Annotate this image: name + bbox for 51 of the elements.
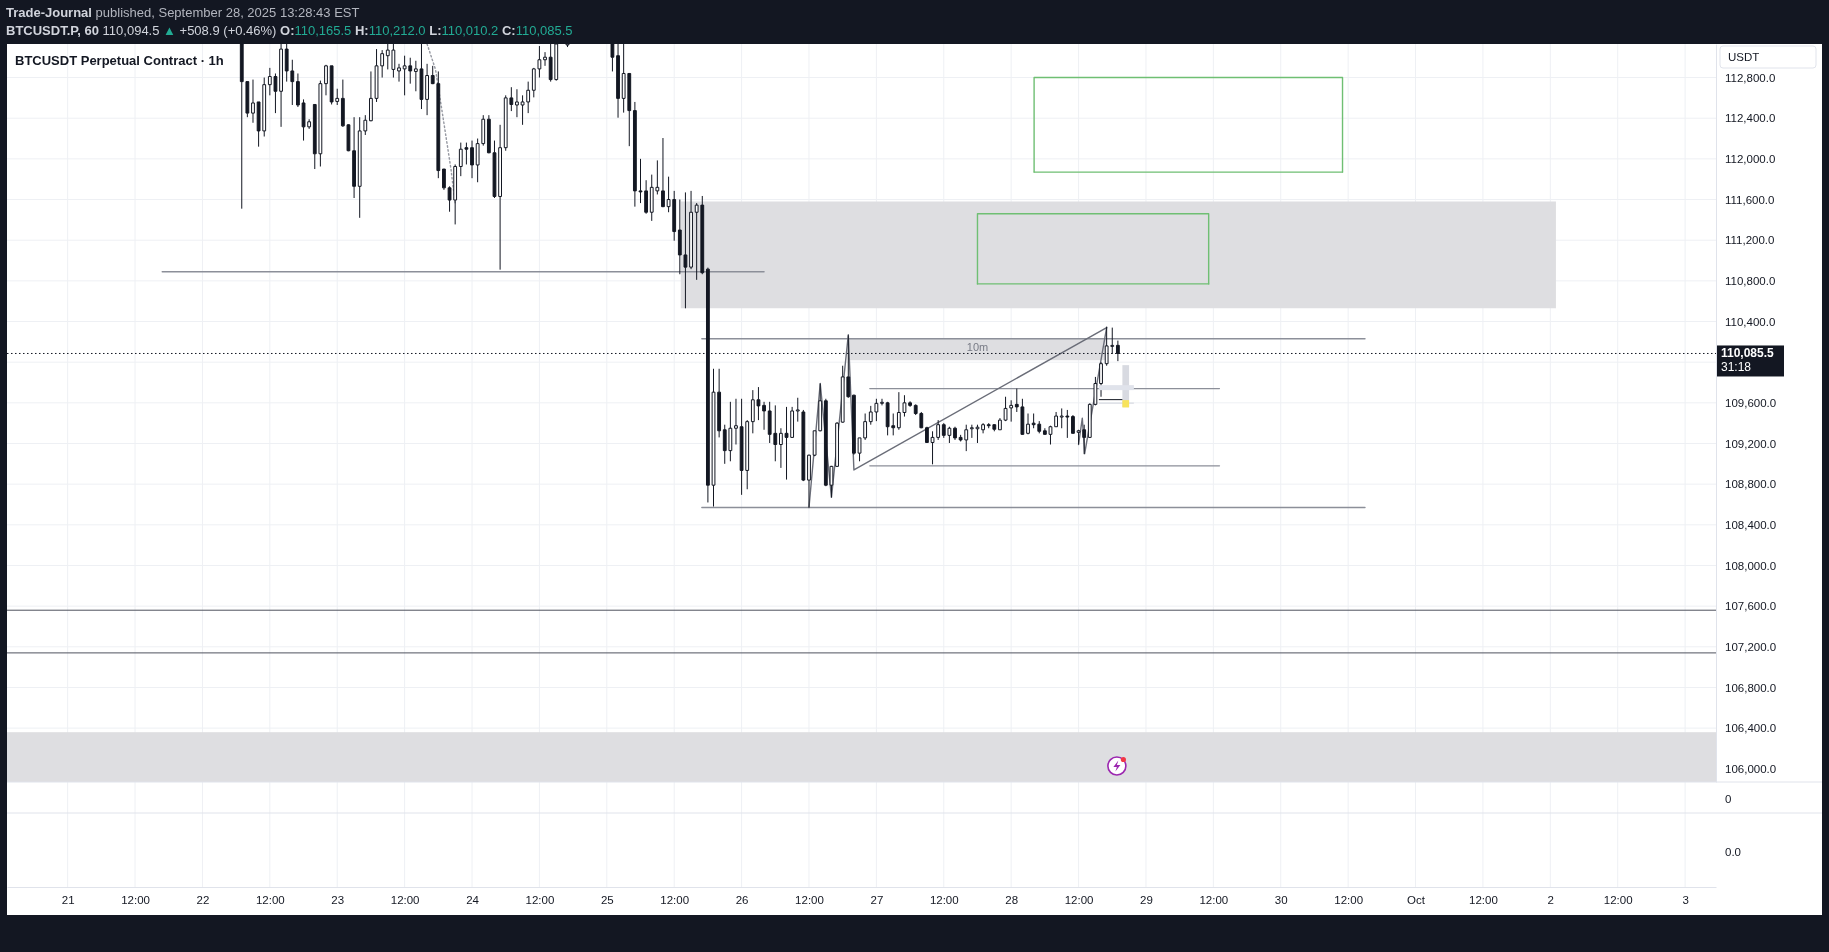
x-tick-label: 12:00 [1334, 894, 1364, 907]
y-tick-label: 106,800.0 [1725, 681, 1777, 694]
x-tick-label: Oct [1407, 894, 1426, 907]
y-tick-label: 106,400.0 [1725, 722, 1777, 735]
x-tick-label: 12:00 [795, 894, 824, 907]
x-tick-label: 28 [1005, 894, 1019, 907]
x-tick-label: 24 [466, 894, 480, 907]
x-tick-label: 12:00 [1603, 894, 1633, 907]
y-tick-label: 112,000.0 [1725, 153, 1776, 166]
y-tick-label: 111,600.0 [1725, 193, 1775, 206]
x-tick-label: 22 [196, 894, 210, 907]
x-tick-label: 12:00 [525, 894, 555, 907]
x-tick-label: 25 [600, 894, 614, 907]
y-tick-label: 106,000.0 [1725, 762, 1777, 775]
text: 0.0 [1725, 845, 1741, 858]
x-tick-label: 30 [1274, 894, 1288, 907]
x-tick-label: 26 [735, 894, 749, 907]
x-tick-label: 2 [1547, 894, 1555, 907]
text: 0 [1725, 793, 1732, 806]
text: Trade-Journal published, September 28, 2025 13:28:43 EST [6, 5, 360, 20]
x-tick-label: 12:00 [1469, 894, 1498, 907]
x-tick-label: 12:00 [1064, 894, 1094, 907]
x-tick-label: 21 [61, 894, 75, 907]
y-tick-label: 107,600.0 [1725, 600, 1777, 613]
y-tick-label: 108,000.0 [1725, 559, 1777, 572]
x-tick-label: 29 [1140, 894, 1153, 907]
x-tick-label: 12:00 [1199, 894, 1229, 907]
y-tick-label: 110,800.0 [1725, 275, 1776, 288]
annotation: 10m [966, 340, 989, 353]
x-tick-label: 12:00 [929, 894, 959, 907]
y-tick-label: 108,800.0 [1725, 478, 1777, 491]
text: 31:18 [1721, 360, 1752, 375]
x-tick-label: 12:00 [121, 894, 150, 907]
text: BTCUSDT.P, 60 110,094.5 ▲ +508.9 (+0.46%) O:110,165.5 H:110,212.0 L:110,010.2 C:110,085.5 [6, 23, 573, 38]
x-tick-label: 12:00 [660, 894, 690, 907]
y-tick-label: 109,200.0 [1725, 437, 1777, 450]
y-tick-label: 110,400.0 [1725, 315, 1776, 328]
y-tick-label: 112,800.0 [1725, 71, 1776, 84]
y-tick-label: 108,400.0 [1725, 519, 1777, 531]
text: BTCUSDT Perpetual Contract · 1h [15, 53, 224, 68]
ref-line-label: 110,085.5 [1721, 346, 1775, 361]
y-tick-label: 107,200.0 [1725, 640, 1777, 653]
y-axis-title: USDT [1728, 51, 1760, 63]
y-tick-label: 112,400.0 [1725, 112, 1776, 125]
x-tick-label: 3 [1682, 894, 1689, 907]
x-tick-label: 27 [870, 894, 884, 907]
x-tick-label: 23 [331, 894, 345, 907]
x-tick-label: 12:00 [255, 894, 285, 907]
y-tick-label: 109,600.0 [1725, 397, 1777, 410]
x-tick-label: 12:00 [390, 894, 420, 907]
y-tick-label: 111,200.0 [1725, 234, 1775, 247]
